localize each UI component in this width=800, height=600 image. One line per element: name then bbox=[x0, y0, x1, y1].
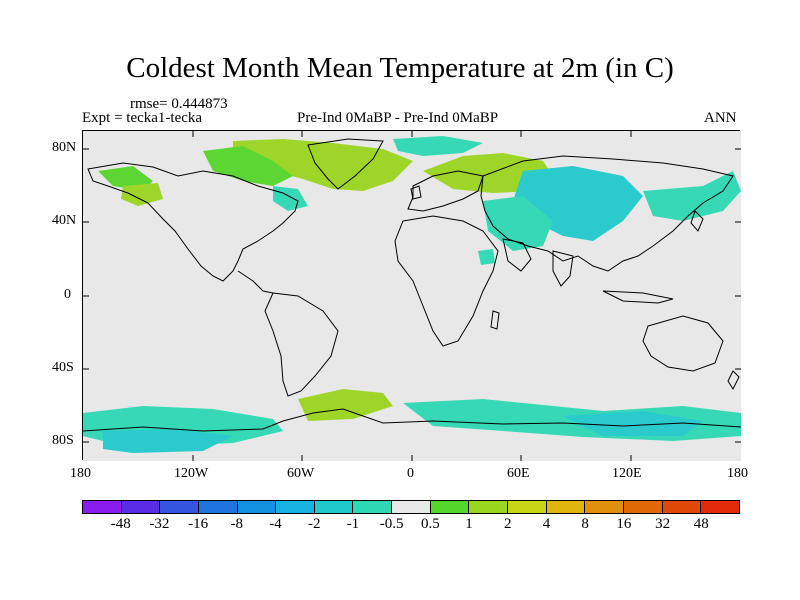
colorbar-label: 4 bbox=[542, 516, 551, 532]
colorbar-label: -0.5 bbox=[379, 516, 404, 532]
colorbar-swatch bbox=[237, 501, 277, 513]
colorbar-label: -16 bbox=[188, 516, 209, 532]
colorbar-label: -2 bbox=[307, 516, 321, 532]
lon-label-60e: 60E bbox=[507, 466, 530, 481]
colorbar-label: 16 bbox=[616, 516, 632, 532]
colorbar-swatch bbox=[276, 501, 315, 513]
colorbar-swatch bbox=[121, 501, 161, 513]
coast-central-america bbox=[237, 270, 274, 294]
coast-japan bbox=[690, 210, 704, 232]
lat-label-0: 0 bbox=[64, 287, 71, 302]
coast-europe bbox=[407, 170, 484, 212]
lon-label-120e: 120E bbox=[612, 466, 642, 481]
coast-uk bbox=[410, 185, 422, 200]
lon-label-180-left: 180 bbox=[70, 466, 91, 481]
coast-australia bbox=[642, 315, 724, 372]
colorbar-swatch bbox=[585, 501, 624, 513]
anomaly-region-central-asia bbox=[483, 196, 553, 251]
rmse-label: rmse= 0.444873 bbox=[130, 96, 228, 112]
coast-asia bbox=[480, 155, 734, 272]
anomaly-region-arctic-russia bbox=[393, 136, 483, 156]
lon-label-180-right: 180 bbox=[727, 466, 748, 481]
anomaly-region-antarctic-west bbox=[298, 389, 393, 421]
colorbar-label: -32 bbox=[149, 516, 170, 532]
anomaly-region-pacific-north bbox=[121, 183, 163, 206]
lat-label-80n: 80N bbox=[52, 140, 77, 155]
colorbar-swatch bbox=[662, 501, 702, 513]
anomaly-region-canada bbox=[203, 146, 293, 186]
colorbar-label: -48 bbox=[110, 516, 131, 532]
plot-title: Coldest Month Mean Temperature at 2m (in… bbox=[126, 52, 674, 84]
colorbar-swatch bbox=[83, 501, 122, 513]
coast-africa bbox=[394, 215, 499, 347]
anomaly-region-southern-ocean-4 bbox=[563, 411, 703, 436]
colorbar-label: 8 bbox=[581, 516, 589, 532]
colorbar-label: 32 bbox=[655, 516, 671, 532]
coast-antarctica bbox=[83, 408, 741, 432]
colorbar-swatch bbox=[198, 501, 238, 513]
period-label: ANN bbox=[704, 110, 737, 126]
colorbar-swatch bbox=[701, 501, 739, 513]
colorbar-swatch bbox=[469, 501, 509, 513]
lon-label-120w: 120W bbox=[174, 466, 209, 481]
colorbar-swatch bbox=[392, 501, 431, 513]
coast-greenland bbox=[307, 138, 384, 190]
coast-arabia bbox=[502, 238, 532, 272]
colorbar-label: -8 bbox=[230, 516, 244, 532]
colorbar-swatch bbox=[314, 501, 354, 513]
lat-label-80s: 80S bbox=[52, 433, 74, 448]
coast-indonesia bbox=[602, 290, 674, 304]
colorbar-label: 0.5 bbox=[420, 516, 440, 532]
colorbar-swatch bbox=[353, 501, 393, 513]
coastlines bbox=[83, 138, 741, 432]
colorbar-label: 1 bbox=[465, 516, 473, 532]
colorbar-swatch bbox=[160, 501, 199, 513]
colorbar-swatch bbox=[623, 501, 663, 513]
map-panel bbox=[82, 130, 741, 461]
lon-label-60w: 60W bbox=[287, 466, 315, 481]
colorbar-label: 2 bbox=[504, 516, 512, 532]
expt-label: Expt = tecka1-tecka bbox=[82, 110, 203, 126]
lat-label-40s: 40S bbox=[52, 360, 74, 375]
anomaly-fields bbox=[83, 136, 741, 453]
coast-india bbox=[552, 250, 574, 287]
lon-label-0: 0 bbox=[407, 466, 414, 481]
coast-south-america bbox=[264, 292, 339, 397]
anomaly-region-southern-ocean-2 bbox=[103, 429, 233, 453]
comparison-label: Pre-Ind 0MaBP - Pre-Ind 0MaBP bbox=[297, 110, 499, 126]
anomaly-region-greenland bbox=[233, 139, 413, 191]
colorbar-swatch bbox=[546, 501, 586, 513]
colorbar bbox=[82, 500, 740, 514]
coast-new-zealand bbox=[727, 370, 740, 391]
anomaly-region-pacific-small bbox=[658, 199, 679, 215]
map-canvas bbox=[83, 131, 741, 461]
colorbar-swatch bbox=[508, 501, 547, 513]
colorbar-label: -1 bbox=[346, 516, 360, 532]
lat-label-40n: 40N bbox=[52, 213, 77, 228]
frame-ticks bbox=[83, 131, 741, 461]
colorbar-swatch bbox=[430, 501, 470, 513]
colorbar-label: 48 bbox=[693, 516, 709, 532]
coast-north-america bbox=[87, 162, 299, 282]
coast-madagascar bbox=[490, 310, 500, 330]
colorbar-label: -4 bbox=[269, 516, 282, 532]
anomaly-region-arabia bbox=[478, 249, 495, 265]
